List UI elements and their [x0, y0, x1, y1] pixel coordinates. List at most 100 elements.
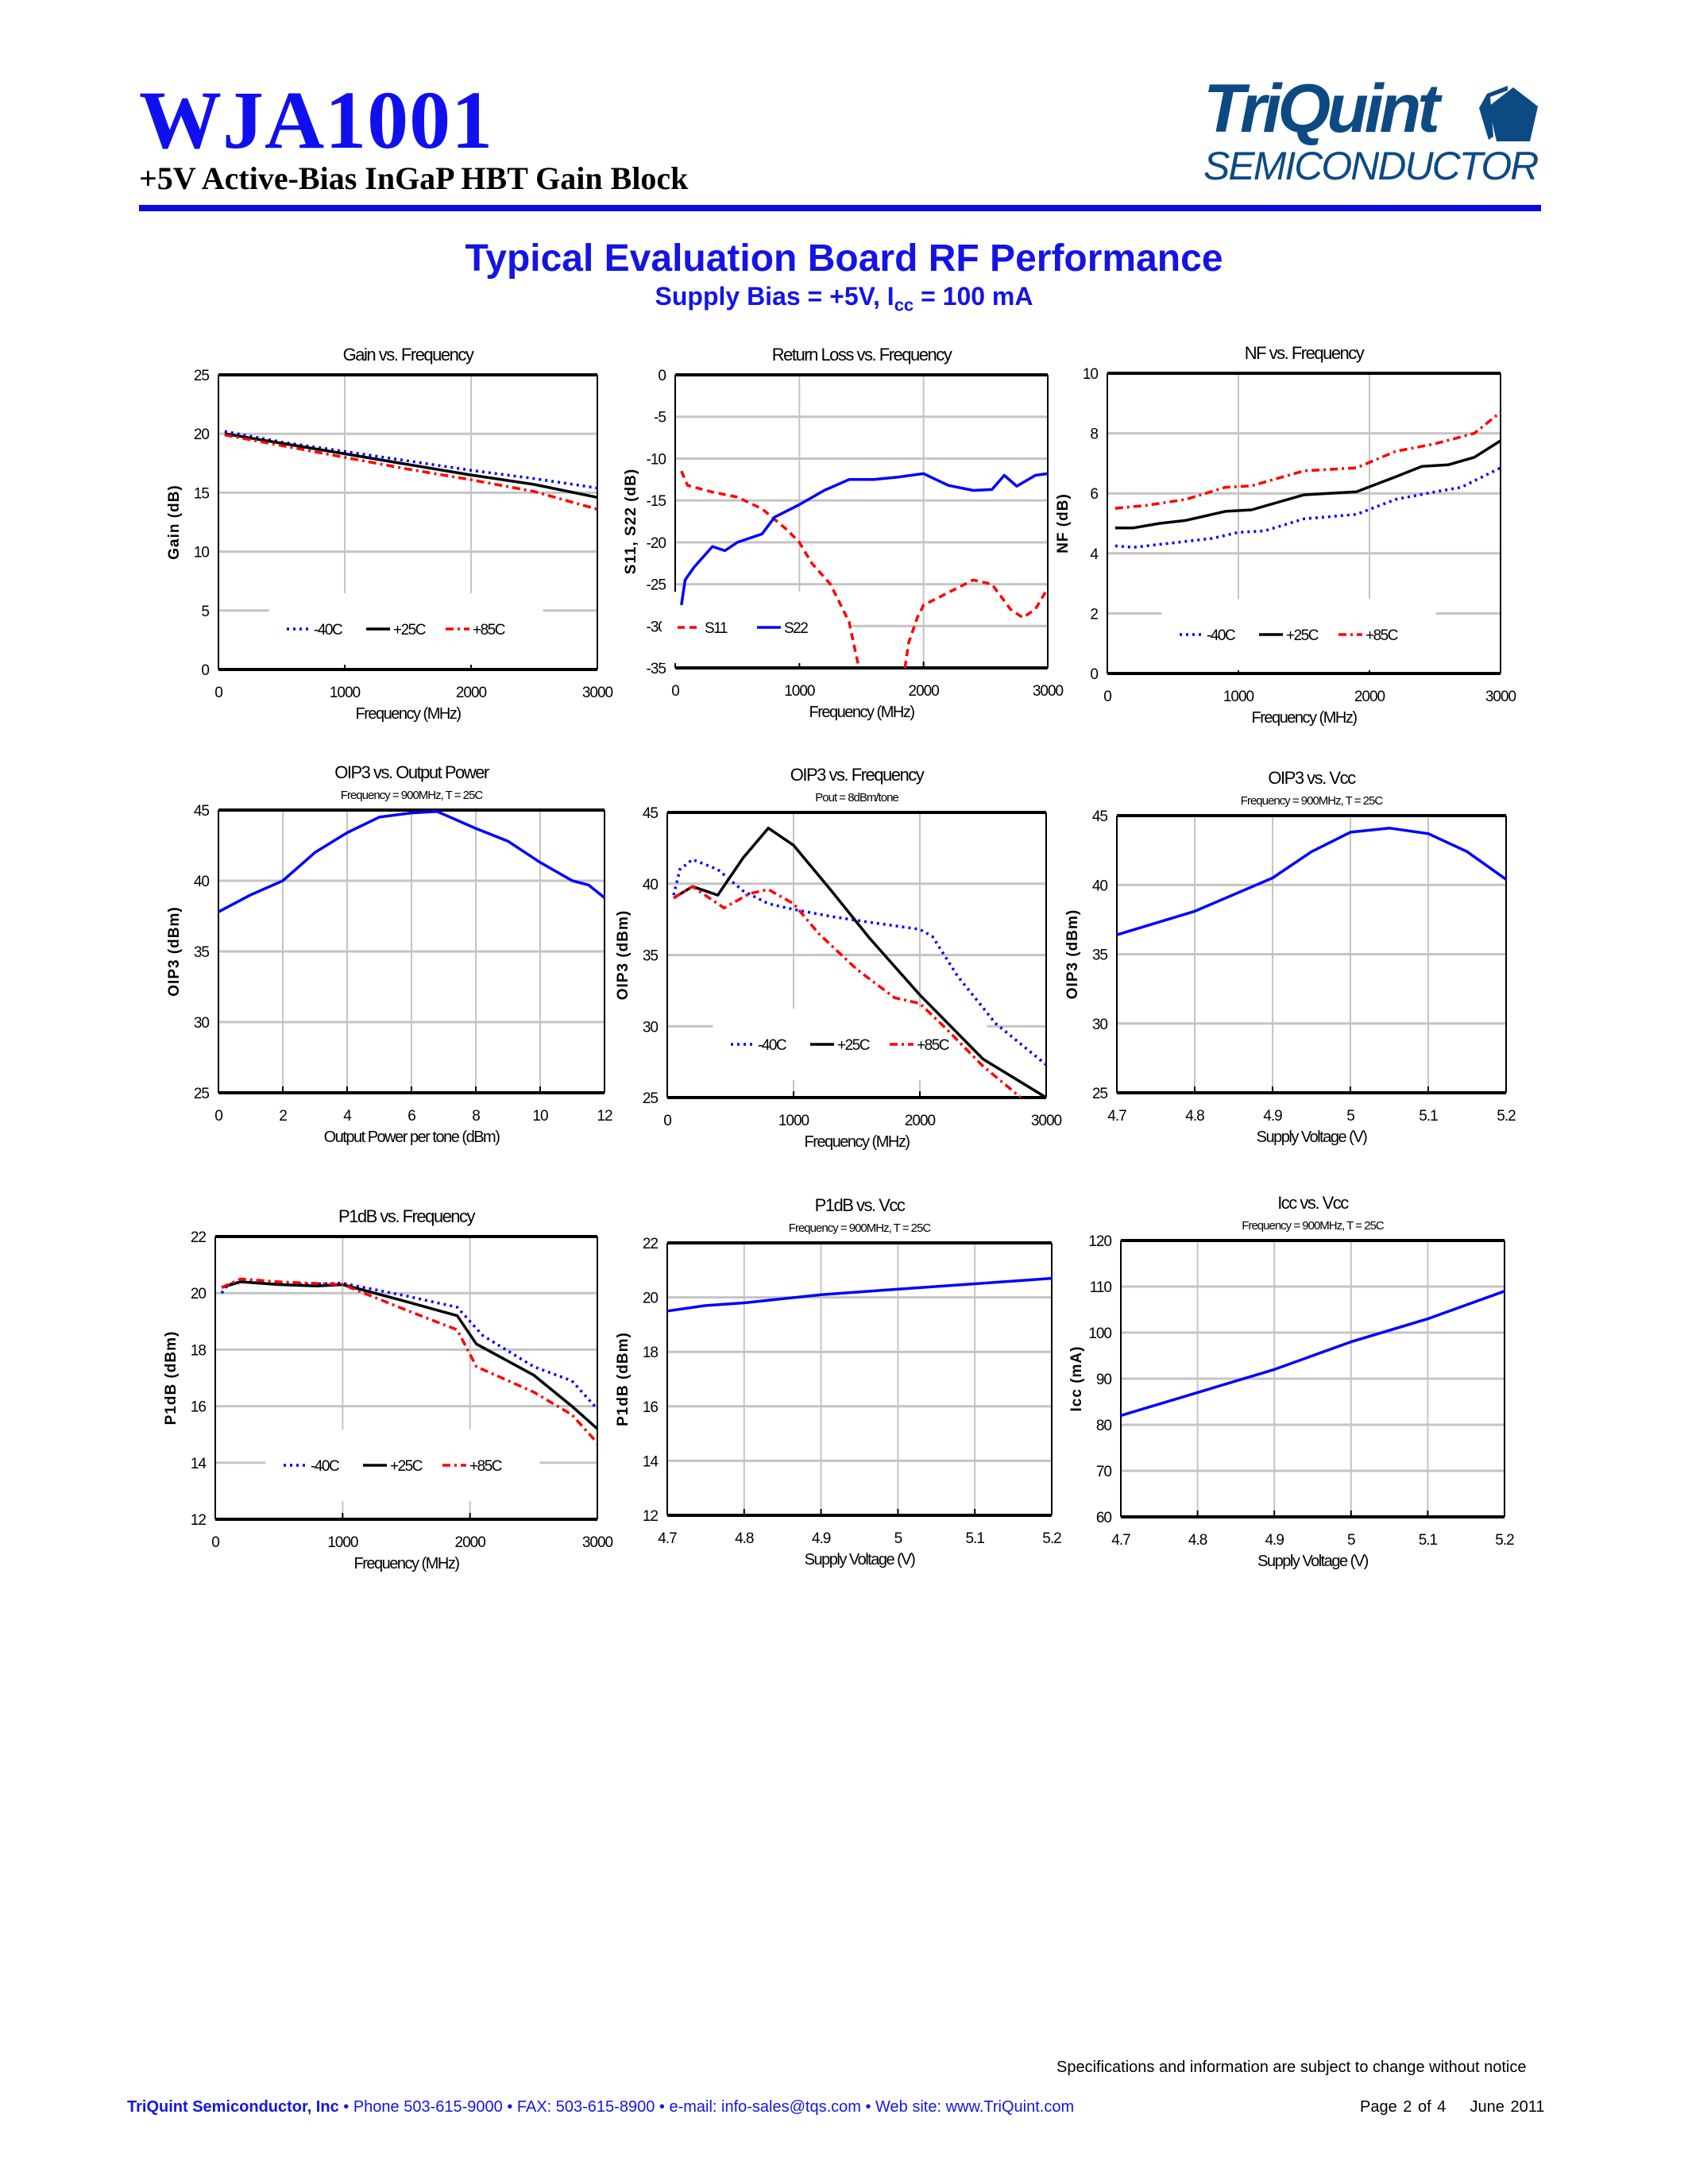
y-tick-label: 25 — [194, 368, 210, 384]
series-s11-line — [680, 470, 1049, 669]
x-tick-label: 0 — [671, 683, 679, 700]
y-tick-label: 60 — [1096, 1510, 1112, 1526]
page-info: Page 2 of 4 June 2011 — [1360, 2098, 1544, 2116]
y-tick-label: 30 — [1092, 1017, 1108, 1033]
y-axis-label: OIP3 (dBm) — [1064, 909, 1081, 999]
series-40c-line — [672, 858, 1048, 1067]
x-tick-label: 4.9 — [1263, 1108, 1282, 1125]
y-tick-label: -30 — [647, 619, 666, 635]
y-tick-label: -5 — [654, 410, 666, 426]
y-tick-label: 20 — [194, 426, 210, 443]
legend-label: +25C — [837, 1037, 870, 1054]
legend-label: S11 — [705, 620, 728, 637]
y-tick-label: -20 — [647, 535, 666, 552]
y-tick-label: -35 — [647, 661, 666, 677]
chart-subtitle: Frequency = 900MHz, T = 25C — [1242, 1219, 1385, 1233]
x-axis-label: Frequency (MHz) — [809, 704, 915, 721]
x-tick-label: 5.1 — [965, 1530, 984, 1547]
contact-info: • Phone 503-615-9000 • FAX: 503-615-8900… — [338, 2098, 1075, 2116]
x-tick-label: 10 — [532, 1108, 548, 1125]
series-40c-line — [1114, 466, 1501, 549]
chart-title: OIP3 vs. Frequency — [790, 765, 925, 785]
bias-text: Supply Bias = +5V, I — [655, 282, 894, 311]
y-tick-label: 40 — [194, 874, 210, 890]
x-tick-label: 4 — [343, 1108, 352, 1125]
bias-current: = 100 mA — [914, 282, 1033, 311]
legend-box — [268, 593, 543, 665]
chart-p1db-vs-vcc: 4.7 4.8 4.9 5 5.1 5.2 12 14 16 18 20 22 P1dB vs. Vcc… — [615, 1195, 1062, 1569]
x-axis-label: Frequency (MHz) — [805, 1133, 910, 1151]
series-40c-line — [224, 430, 598, 490]
chart-subtitle: Frequency = 900MHz, T = 25C — [341, 789, 484, 802]
y-tick-label: 25 — [643, 1090, 659, 1107]
logo-wordmark: TriQuint — [1203, 71, 1440, 147]
legend-label: +85C — [469, 1458, 502, 1475]
y-tick-label: 110 — [1090, 1279, 1112, 1296]
x-tick-label: 0 — [211, 1534, 219, 1551]
x-tick-label: 4.8 — [735, 1530, 754, 1547]
y-tick-label: 0 — [658, 368, 666, 384]
y-axis-label: P1dB (dBm) — [615, 1332, 632, 1426]
header-rule — [139, 205, 1541, 211]
legend-label: +85C — [917, 1037, 949, 1054]
x-tick-label: 2000 — [455, 1534, 486, 1551]
chart-title: OIP3 vs. Vcc — [1268, 768, 1356, 788]
x-tick-label: 5.2 — [1495, 1532, 1514, 1549]
y-tick-label: 2 — [1090, 606, 1098, 623]
y-tick-label: 14 — [643, 1453, 659, 1470]
chart-oip3-vs-vcc: 4.7 4.8 4.9 5 5.1 5.2 25 30 35 40 45 OIP3 vs. Vcc Fr… — [1064, 768, 1516, 1146]
x-tick-label: 5.2 — [1042, 1530, 1061, 1547]
chart-oip3-vs-frequency: 0 1000 2000 3000 25 30 35 40 45 OIP3 vs. Frequenc… — [615, 765, 1063, 1151]
y-axis-label: S11, S22 (dB) — [623, 469, 639, 574]
y-tick-label: 30 — [643, 1019, 659, 1036]
x-axis-label: Frequency (MHz) — [354, 1555, 460, 1572]
chart-oip3-vs-output-power: 0 2 4 6 8 10 12 25 30 35 40 45 OIP3 vs. Output Power… — [166, 762, 613, 1146]
x-tick-label: 4.9 — [1265, 1532, 1284, 1549]
page-number: Page 2 of 4 — [1360, 2098, 1447, 2116]
y-tick-label: -15 — [647, 493, 666, 510]
y-tick-label: 45 — [194, 803, 210, 820]
y-axis-label: OIP3 (dBm) — [615, 910, 632, 1000]
y-tick-label: 0 — [201, 662, 209, 679]
x-tick-label: 1000 — [1223, 689, 1254, 705]
chart-title: Return Loss vs. Frequency — [772, 345, 952, 365]
x-tick-label: 12 — [597, 1108, 612, 1125]
x-tick-label: 4.8 — [1188, 1532, 1207, 1549]
series-s22-line — [680, 472, 1049, 606]
x-axis-label: Supply Voltage (V) — [805, 1551, 915, 1569]
series-icc-line — [1120, 1290, 1505, 1418]
x-tick-label: 1000 — [784, 683, 815, 700]
y-tick-label: 25 — [194, 1086, 210, 1102]
x-tick-label: 1000 — [327, 1534, 358, 1551]
logo-semiconductor: SEMICONDUCTOR — [1203, 144, 1539, 188]
legend-label: -40C — [1207, 627, 1235, 644]
legend-label: -40C — [758, 1037, 786, 1054]
x-tick-label: 5.1 — [1419, 1108, 1438, 1125]
y-axis-label: Icc (mA) — [1068, 1346, 1085, 1412]
x-tick-label: 2 — [279, 1108, 287, 1125]
y-axis-label: OIP3 (dBm) — [166, 906, 183, 996]
x-tick-label: 2000 — [456, 685, 487, 701]
x-axis-label: Output Power per tone (dBm) — [324, 1129, 500, 1146]
chart-p1db-vs-frequency: 0 1000 2000 3000 12 14 16 18 20 22 P1dB vs. Freque… — [163, 1206, 614, 1572]
disclaimer-note: Specifications and information are subje… — [1056, 2059, 1527, 2076]
y-tick-label: 22 — [643, 1236, 659, 1252]
y-tick-label: 12 — [191, 1512, 207, 1529]
triquint-logo: TriQuint SEMICONDUCTOR — [1199, 75, 1541, 191]
y-tick-label: 25 — [1092, 1086, 1108, 1102]
x-tick-label: 0 — [663, 1113, 671, 1129]
x-tick-label: 5 — [1346, 1108, 1354, 1125]
y-axis-label: P1dB (dBm) — [163, 1331, 180, 1426]
series-25c-line — [673, 826, 1047, 1099]
series-85c-line — [673, 885, 1022, 1099]
x-tick-label: 2000 — [1354, 689, 1385, 705]
series-25c-line — [224, 432, 598, 500]
x-tick-label: 1000 — [330, 685, 361, 701]
part-number: WJA1001 — [139, 75, 494, 166]
y-tick-label: 0 — [1090, 666, 1098, 683]
x-tick-label: 6 — [408, 1108, 415, 1125]
x-axis-label: Frequency (MHz) — [356, 705, 462, 723]
y-tick-label: 18 — [191, 1342, 207, 1359]
date: June 2011 — [1470, 2098, 1545, 2116]
